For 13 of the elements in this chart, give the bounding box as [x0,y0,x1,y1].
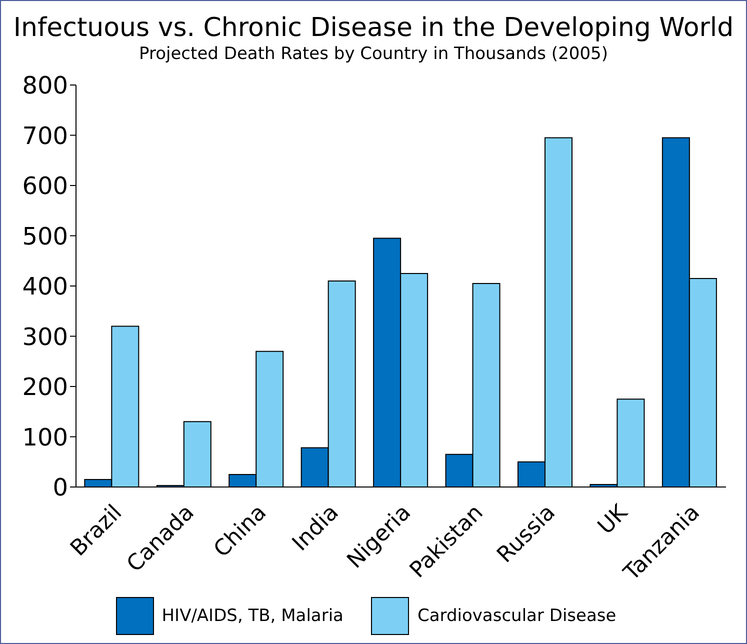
legend-label: Cardiovascular Disease [417,606,616,626]
legend-label: HIV/AIDS, TB, Malaria [162,606,344,626]
y-tick-label: 400 [22,272,68,301]
y-tick-label: 0 [52,474,68,502]
chart-title: Infectuous vs. Chronic Disease in the Developing World [12,13,735,43]
y-tick-label: 500 [22,222,68,250]
y-tick-label: 200 [22,373,68,402]
y-tick-label: 300 [22,322,68,351]
y-tick-label: 700 [22,122,68,150]
y-tick-label: 600 [22,172,68,200]
y-tick-label: 100 [22,423,68,452]
chart-subtitle: Projected Death Rates by Country in Thousands (2005) [138,43,609,65]
y-tick-label: 800 [22,72,68,100]
